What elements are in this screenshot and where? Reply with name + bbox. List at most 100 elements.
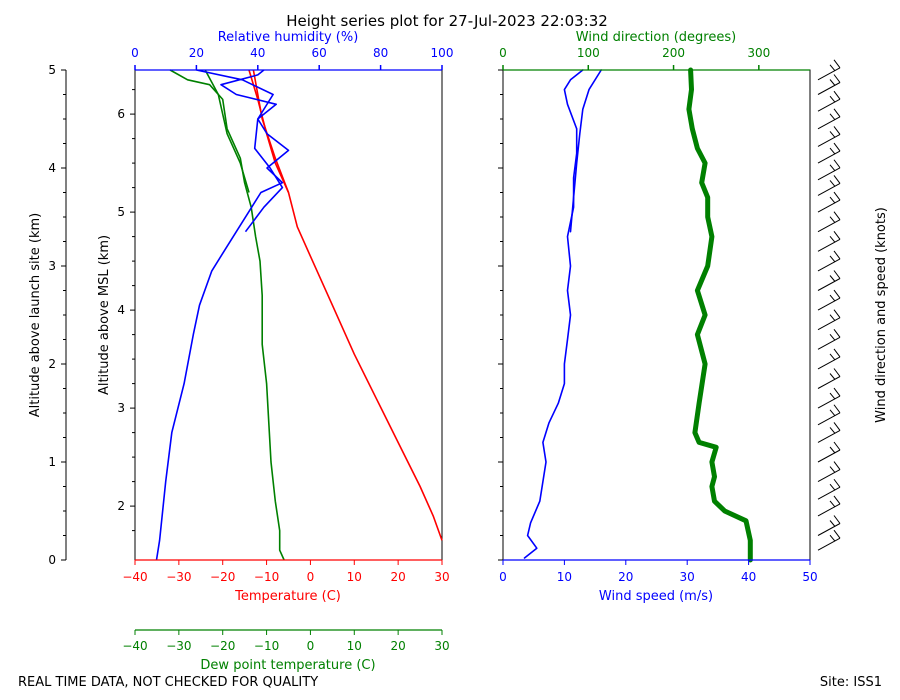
wind-barb-flag <box>833 289 841 299</box>
wind-barb-flag <box>829 235 836 243</box>
wind-barb-shaft <box>817 258 841 272</box>
wind-barb-shaft <box>817 238 841 252</box>
wind-barb-flag <box>829 446 836 454</box>
wind-barb-flag <box>833 250 841 260</box>
wind-barb-flag <box>833 495 841 505</box>
msl-tick-label: 4 <box>117 303 125 317</box>
wind-barb-flag <box>829 64 836 72</box>
wind-barb-flag <box>829 427 836 434</box>
wind-direction-tick-label: 0 <box>499 46 507 60</box>
series-dew-point-descent <box>204 69 250 193</box>
wind-barb <box>817 461 841 483</box>
wind-barb-flag <box>829 392 836 400</box>
barbs-axis-label: Wind direction and speed (knots) <box>874 207 889 423</box>
dewpoint-tick-label: 10 <box>347 639 362 653</box>
rh-tick-label: 40 <box>250 46 265 60</box>
wind-barb <box>817 289 841 311</box>
wind-barb-shaft <box>817 429 841 443</box>
wind-barb-flag <box>829 333 836 341</box>
wind-barb-flag <box>829 275 836 282</box>
wind-barb-shaft <box>817 183 841 196</box>
wind-barb-shaft <box>817 167 841 181</box>
msl-tick-label: 6 <box>117 107 125 121</box>
wind-barb-flag <box>829 483 836 491</box>
wind-barb-shaft <box>817 67 841 81</box>
dewpoint-tick-label: −30 <box>166 639 191 653</box>
wind-barb-flag <box>829 196 836 204</box>
series-relative-humidity-descent <box>196 69 284 233</box>
launch-site-tick-label: 4 <box>48 161 56 175</box>
msl-tick-label: 5 <box>117 205 125 219</box>
series-temperature-descent <box>252 69 290 193</box>
wind-barb <box>817 387 841 409</box>
rh-tick-label: 80 <box>373 46 388 60</box>
wind-series-group <box>523 67 753 563</box>
wind-barb <box>817 250 841 272</box>
wind-barb-flag <box>829 353 836 361</box>
wind-barb <box>817 529 841 551</box>
wind-barb <box>817 126 841 147</box>
wind-direction-tick-label: 100 <box>577 46 600 60</box>
wind-barb <box>817 348 841 370</box>
temperature-axis-label: Temperature (C) <box>234 589 341 604</box>
wind-barb-flag <box>833 387 841 397</box>
wind-barb-flag <box>829 294 836 302</box>
wind-barb <box>817 90 841 112</box>
wind-barb-shaft <box>817 523 841 536</box>
wind-barb-flag <box>829 534 836 542</box>
wind-barb-shaft <box>817 278 841 291</box>
wind-barb-flag <box>829 409 836 417</box>
wind-direction-axis-label: Wind direction (degrees) <box>576 30 736 45</box>
wind-barb-flag <box>833 59 841 69</box>
wind-barb-flag <box>829 95 836 103</box>
thermo-panel: 0 1 2 3 4 5 2 3 4 5 6 −40 −30 −20 −10 0 10 20 30 −40 −30 −20 −… <box>48 46 453 653</box>
wind-barb-shaft <box>817 356 841 370</box>
temperature-tick-label: −30 <box>166 570 191 584</box>
thermo-series-group <box>155 69 443 561</box>
wind-barb-shaft <box>817 503 841 517</box>
wind-speed-tick-label: 40 <box>741 570 756 584</box>
wind-speed-axis-label: Wind speed (m/s) <box>599 589 713 604</box>
wind-barb-flag <box>833 368 841 377</box>
wind-barbs-group <box>817 59 841 551</box>
wind-barb <box>817 515 841 536</box>
wind-barb-shaft <box>817 336 841 350</box>
wind-barb-shaft <box>817 317 841 331</box>
wind-barb-flag <box>833 422 841 431</box>
wind-barb-shaft <box>817 297 841 311</box>
figure-title: Height series plot for 27-Jul-2023 22:03… <box>286 12 608 30</box>
wind-barb-shaft <box>817 395 841 409</box>
dewpoint-tick-label: 20 <box>391 639 406 653</box>
wind-barb-flag <box>833 404 841 414</box>
temperature-tick-label: 20 <box>391 570 406 584</box>
wind-speed-tick-label: 0 <box>499 570 507 584</box>
series-temperature <box>248 69 443 541</box>
wind-barb-flag <box>833 191 841 201</box>
wind-barb <box>817 309 841 331</box>
dewpoint-tick-label: 0 <box>307 639 315 653</box>
temperature-tick-label: 10 <box>347 570 362 584</box>
wind-barb-flag <box>829 147 836 155</box>
wind-barb-flag <box>833 461 841 470</box>
launch-site-tick-label: 0 <box>48 553 56 567</box>
quality-disclaimer: REAL TIME DATA, NOT CHECKED FOR QUALITY <box>18 675 318 690</box>
launch-site-tick-label: 5 <box>48 63 56 77</box>
wind-barb-shaft <box>817 134 841 147</box>
wind-barb-flag <box>829 500 836 508</box>
wind-barb <box>817 478 841 500</box>
dewpoint-axis-label: Dew point temperature (C) <box>200 658 375 673</box>
wind-barb <box>817 368 841 389</box>
wind-barb-shaft <box>817 376 841 389</box>
wind-barb-flag <box>833 309 841 319</box>
wind-barb-flag <box>829 314 836 322</box>
wind-barb-shaft <box>817 412 841 426</box>
wind-barb <box>817 74 841 95</box>
wind-speed-tick-label: 30 <box>680 570 695 584</box>
msl-tick-label: 3 <box>117 401 125 415</box>
wind-barb-flag <box>833 126 841 135</box>
temperature-tick-label: −10 <box>254 570 279 584</box>
wind-barb-flag <box>833 328 841 338</box>
wind-barb-flag <box>829 180 836 187</box>
series-wind-speed-descent <box>569 69 603 233</box>
dewpoint-tick-label: −40 <box>122 639 147 653</box>
